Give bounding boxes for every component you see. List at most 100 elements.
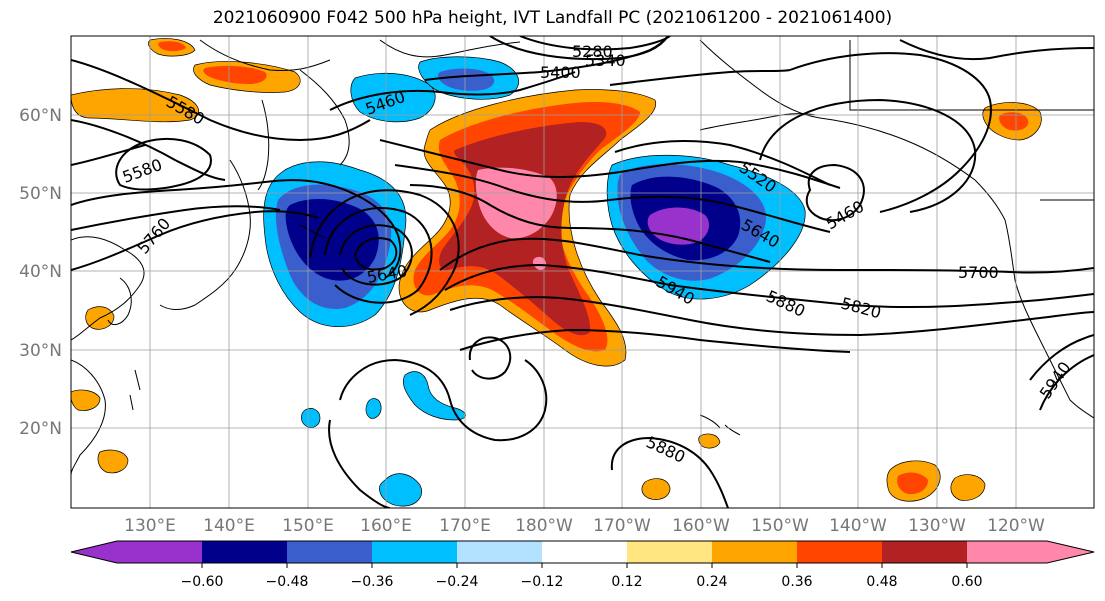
- height-contours: [71, 36, 1094, 508]
- coastlines: [71, 39, 1094, 476]
- lon-label-130w: 130°W: [908, 516, 966, 536]
- contour-5880-e: [449, 296, 1094, 337]
- lon-label-130e: 130°E: [124, 516, 176, 536]
- contour-sub-2: [328, 419, 391, 508]
- map-frame: [70, 35, 1095, 509]
- ivt-positive-patch-2: [71, 389, 101, 411]
- lon-label-170e: 170°E: [439, 516, 491, 536]
- contour-trough-1: [309, 189, 460, 316]
- ivt-positive-siberia-5: [158, 41, 186, 52]
- contour-5580-loop: [115, 137, 212, 191]
- ivt-negative-north2-in: [437, 68, 495, 91]
- lon-label-180w: 180°W: [515, 516, 573, 536]
- contour-5640-w: [71, 179, 402, 279]
- coast-asia: [71, 236, 145, 341]
- contour-5460-e: [805, 163, 865, 222]
- coast-namerica: [1004, 219, 1094, 419]
- ivt-negative-patch-3: [301, 408, 321, 428]
- colorbar-bin-7: [627, 541, 712, 563]
- contour-5940-se: [1029, 334, 1094, 381]
- lon-label-150w: 150°W: [751, 516, 809, 536]
- contour-nw3: [71, 144, 146, 166]
- coast-china: [71, 359, 106, 476]
- ivt-positive-patch-5: [641, 478, 671, 500]
- coast-alaska-pen: [699, 113, 816, 131]
- colorbar-outline: [70, 540, 1095, 564]
- colorbar-extend-high: [1047, 541, 1094, 563]
- contour-5760: [71, 210, 319, 271]
- contour-ridge-3: [409, 184, 771, 263]
- contour-label-5400: 5400: [540, 63, 581, 82]
- colorbar-ticks: [201, 563, 968, 568]
- lat-label-30: 30°N: [19, 341, 62, 361]
- ivt-negative-north: [350, 72, 436, 123]
- coast-korea: [107, 277, 132, 326]
- coast-okhotsk: [199, 39, 331, 71]
- colorbar-bin-2: [202, 541, 287, 563]
- coast-hawaii: [699, 414, 741, 436]
- contour-label-5340: 5340: [585, 51, 626, 70]
- contour-nw2: [71, 119, 226, 181]
- ivt-positive-ar-core2: [532, 256, 546, 271]
- colorbar-bin-5: [457, 541, 542, 563]
- colorbar-tick-label: 0.24: [696, 574, 727, 590]
- ivt-positive-se-in: [897, 472, 928, 495]
- contour-low-1: [353, 237, 398, 271]
- ivt-positive-se2: [950, 474, 986, 501]
- contour-sub-loop: [468, 336, 512, 380]
- colorbar-tick-label: −0.60: [181, 574, 224, 590]
- colorbar-bin-10: [882, 541, 967, 563]
- ivt-positive-patch-4: [698, 433, 721, 449]
- colorbar-tick-label: 0.36: [781, 574, 812, 590]
- lon-label-140e: 140°E: [203, 516, 255, 536]
- colorbar-bin-9: [797, 541, 882, 563]
- ivt-negative-patch-1: [402, 371, 466, 421]
- lat-label-60: 60°N: [19, 106, 62, 126]
- colorbar-tick-label: 0.48: [866, 574, 897, 590]
- colorbar-bin-11: [967, 541, 1047, 563]
- lon-label-140w: 140°W: [829, 516, 887, 536]
- map-panel: 5280 5340 5400 5580 5580 5460 5520 5460 …: [70, 35, 1095, 509]
- contour-5700-e: [439, 237, 1094, 274]
- colorbar: −0.60 −0.48 −0.36 −0.24 −0.12 0.12 0.24 …: [70, 540, 1095, 590]
- contour-5520-e: [614, 139, 831, 186]
- coast-canada-interior: [849, 40, 1094, 111]
- contour-label-5280: 5280: [572, 42, 613, 61]
- coast-bering: [379, 39, 521, 58]
- gridlines: [71, 36, 1094, 508]
- contour-ridge-1: [379, 139, 841, 189]
- lon-label-150e: 150°E: [282, 516, 334, 536]
- lat-label-40: 40°N: [19, 262, 62, 282]
- colorbar-tick-label: −0.48: [266, 574, 309, 590]
- coast-islands: [129, 224, 326, 411]
- colorbar-tick-label: −0.24: [436, 574, 479, 590]
- colorbar-tick-label: 0.12: [611, 574, 642, 590]
- colorbar-bin-8: [712, 541, 797, 563]
- longitude-labels: 130°E 140°E 150°E 160°E 170°E 180°W 170°…: [124, 516, 1045, 536]
- coast-alaska: [699, 39, 1006, 221]
- contour-5880-s: [610, 436, 729, 508]
- contour-low-2: [339, 224, 413, 286]
- ivt-negative-patch-4: [365, 398, 382, 419]
- contour-ridge-2: [394, 164, 831, 233]
- coast-kamchatka: [299, 69, 350, 166]
- colorbar-tick-label: −0.36: [351, 574, 394, 590]
- latitude-labels: 60°N 50°N 40°N 30°N 20°N: [19, 106, 62, 439]
- ivt-positive-siberia: [71, 88, 200, 123]
- contour-5580-nw: [71, 59, 371, 142]
- contour-label-5700: 5700: [958, 263, 999, 282]
- lon-label-170w: 170°W: [593, 516, 651, 536]
- contour-5400: [424, 36, 669, 81]
- contour-5700-w: [71, 205, 281, 231]
- contour-subtropical: [339, 358, 548, 442]
- map-title: 2021060900 F042 500 hPa height, IVT Land…: [212, 8, 893, 28]
- colorbar-tick-labels: −0.60 −0.48 −0.36 −0.24 −0.12 0.12 0.24 …: [181, 574, 983, 590]
- lon-label-120w: 120°W: [987, 516, 1045, 536]
- ivt-negative-patch-2: [379, 473, 422, 507]
- ivt-positive-canada-in: [999, 112, 1029, 131]
- contour-north-pac: [609, 69, 791, 86]
- colorbar-bin-3: [287, 541, 372, 563]
- colorbar-bin-1: [117, 541, 202, 563]
- colorbar-tick-label: 0.60: [951, 574, 982, 590]
